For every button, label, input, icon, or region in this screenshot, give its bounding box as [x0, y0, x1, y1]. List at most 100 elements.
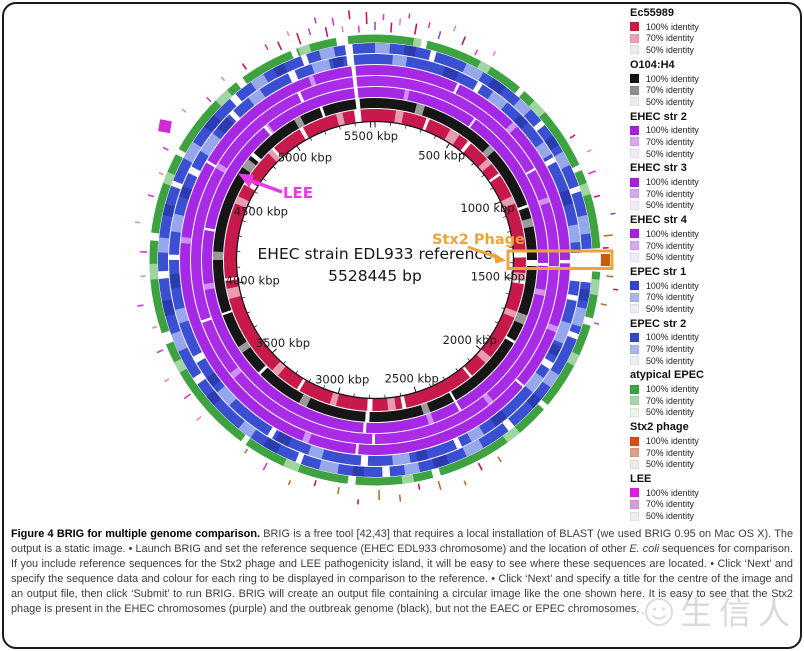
scale-tick	[471, 162, 475, 166]
ring-ehec-str-2-70pct-segment	[425, 413, 435, 425]
legend-identity-label: 50% identity	[646, 252, 694, 263]
ring-epec-str-1-dark-segment	[217, 116, 235, 135]
outer-ring-tick	[196, 415, 202, 422]
outer-ring-tick	[593, 194, 601, 198]
ring-epec-str-2-70pct-segment	[462, 63, 484, 81]
scale-label-1000kbp: 1000 kbp	[460, 201, 514, 215]
ring-atypical-epec-gap	[149, 232, 160, 242]
legend-row: 50% identity	[630, 407, 795, 419]
legend-swatch	[630, 22, 639, 32]
outer-ring-tick	[220, 76, 226, 82]
scale-tick	[494, 321, 499, 324]
ring-atypical-epec-70pct-segment	[528, 100, 546, 118]
legend-identity-label: 70% identity	[646, 344, 694, 355]
legend-group-atypical-epec: atypical EPEC 100% identity 70% identity 50…	[630, 369, 795, 418]
scale-label-3500kbp: 3500 kbp	[256, 336, 310, 350]
ring-epec-str-2-dark-segment	[206, 390, 222, 406]
outer-ring-tick	[398, 494, 402, 502]
legend-identity-label: 100% identity	[646, 332, 699, 343]
ring-atypical-epec-70pct-segment	[477, 60, 492, 74]
legend-identity-label: 100% identity	[646, 21, 699, 32]
ring-epec-str-1-gap	[346, 54, 355, 67]
plot-center-title: EHEC strain EDL933 reference	[258, 245, 493, 263]
ring-ehec-str-2-70pct-segment	[534, 288, 546, 296]
legend-identity-label: 70% identity	[646, 395, 694, 406]
stx2-phage-marker	[598, 254, 610, 266]
scale-tick	[323, 385, 326, 389]
outer-ring-tick	[313, 480, 317, 487]
legend-row: 100% identity	[630, 487, 795, 499]
legend-group-ehec-str-2: EHEC str 2 100% identity 70% identity 50% i…	[630, 111, 795, 160]
ring-epec-str-1-dark-segment	[490, 410, 508, 427]
legend-group-title: EPEC str 1	[630, 265, 687, 278]
scale-label-5500kbp: 5500 kbp	[344, 129, 398, 143]
outer-ring-tick	[610, 212, 616, 215]
stx2-arrow	[467, 245, 497, 259]
outer-ring-tick	[181, 108, 187, 113]
legend-row: 100% identity	[630, 332, 795, 344]
ring-epec-str-2-dark-segment	[204, 114, 222, 133]
ring-ec55989-70pct-segment	[226, 286, 241, 300]
scale-label-3000kbp: 3000 kbp	[315, 373, 369, 387]
outer-ring-tick	[286, 30, 290, 37]
ring-epec-str-2-dark-segment	[162, 203, 176, 217]
legend-row: 70% identity	[630, 292, 795, 304]
legend-swatch	[630, 407, 639, 417]
legend-identity-label: 50% identity	[646, 407, 694, 418]
legend-row: 50% identity	[630, 251, 795, 263]
ring-epec-str-1-70pct-segment	[554, 320, 571, 344]
outer-ring-tick	[461, 36, 467, 46]
legend-group-ehec-str-4: EHEC str 4 100% identity 70% identity 50% i…	[630, 214, 795, 263]
legend-identity-label: 70% identity	[646, 447, 694, 458]
outer-ring-tick	[137, 304, 144, 307]
outer-ring-tick	[453, 25, 457, 32]
ring-ec55989-70pct-segment	[394, 110, 404, 124]
outer-ring-tick	[324, 27, 329, 38]
outer-ring-tick	[492, 50, 497, 57]
legend-identity-label: 70% identity	[646, 85, 694, 96]
legend-identity-label: 50% identity	[646, 44, 694, 55]
ring-epec-str-2-gap	[192, 372, 206, 385]
outer-ring-tick	[398, 18, 402, 26]
legend-row: 100% identity	[630, 280, 795, 292]
scale-tick	[501, 307, 505, 310]
outer-ring-tick	[244, 448, 249, 454]
ring-epec-str-1-70pct-segment	[175, 307, 189, 324]
ring-epec-str-2-dark-segment	[526, 393, 542, 408]
outer-ring-tick	[183, 393, 192, 400]
ring-o104-h4-70pct-segment	[482, 145, 495, 158]
ring-epec-str-2-gap	[229, 93, 243, 107]
legend-group-title: EPEC str 2	[630, 317, 687, 330]
ring-atypical-epec-gap	[335, 35, 349, 47]
legend-row: 70% identity	[630, 395, 795, 407]
ring-epec-str-1-dark-segment	[442, 66, 459, 81]
legend-swatch	[630, 149, 639, 159]
ring-epec-str-2-dark-segment	[578, 288, 590, 302]
scale-tick	[354, 122, 356, 127]
legend-group-o104-h4: O104:H4 100% identity 70% identity 50% iden…	[630, 59, 795, 108]
caption-text-2: sequences for comparison. If you include…	[11, 542, 793, 615]
legend-identity-label: 70% identity	[646, 188, 694, 199]
legend-identity-label: 100% identity	[646, 384, 699, 395]
legend-group-ec55989: Ec55989 100% identity 70% identity 50% iden…	[630, 7, 795, 56]
ring-atypical-epec-gap	[420, 39, 428, 49]
legend-row: 70% identity	[630, 240, 795, 252]
legend-swatch	[630, 125, 639, 135]
legend-swatch	[630, 137, 639, 147]
ring-ec55989-gap	[462, 366, 473, 378]
stx2-highlight-box	[506, 249, 614, 270]
scale-tick	[309, 137, 313, 141]
ring-ehec-str-3-gap	[525, 167, 536, 176]
ring-ehec-str-2-gap	[454, 400, 462, 412]
outer-ring-tick	[287, 480, 292, 486]
ring-atypical-epec-70pct-segment	[149, 263, 159, 280]
legend-swatch	[630, 45, 639, 55]
ring-epec-str-1-gap	[192, 351, 206, 364]
ring-epec-str-2-70pct-segment	[318, 459, 340, 474]
outer-ring-tick	[307, 28, 312, 36]
ring-epec-str-1-gap	[540, 357, 554, 370]
ring-epec-str-2-70pct-segment	[513, 98, 532, 117]
scale-tick	[238, 235, 243, 237]
ring-ec55989-gap	[353, 109, 362, 123]
outer-ring-tick	[477, 462, 483, 471]
